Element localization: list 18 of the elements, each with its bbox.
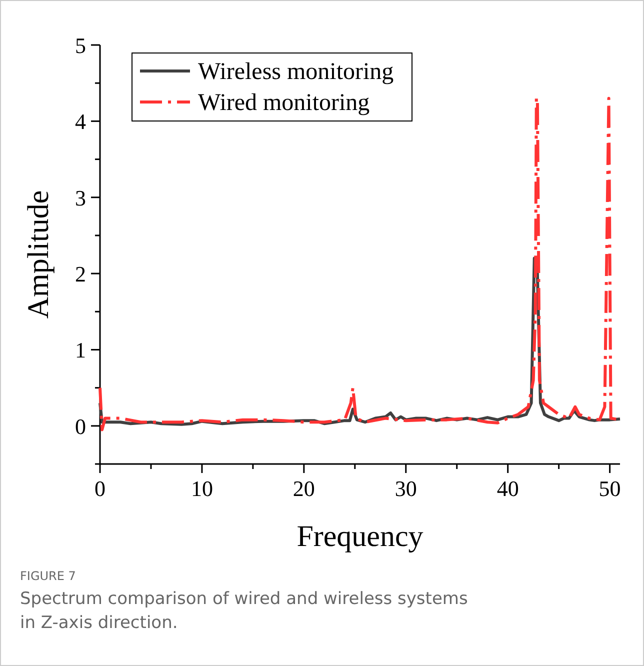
x-tick-label: 0 (94, 476, 106, 501)
x-tick-label: 10 (190, 476, 213, 501)
y-tick-label: 1 (75, 338, 86, 363)
legend-label: Wireless monitoring (198, 59, 394, 85)
x-axis-title: Frequency (296, 520, 424, 553)
y-tick-label: 4 (75, 109, 86, 134)
x-tick-label: 20 (292, 476, 315, 501)
y-tick-label: 2 (75, 262, 86, 287)
x-tick-label: 40 (496, 476, 519, 501)
y-tick-label: 3 (75, 185, 86, 210)
x-tick-label: 50 (598, 476, 621, 501)
y-tick-label: 0 (75, 414, 86, 439)
y-axis-title: Amplitude (22, 190, 55, 319)
x-tick-label: 30 (394, 476, 417, 501)
text: Spectrum comparison of wired and wireless systems in Z-axis direction. (20, 589, 468, 633)
y-tick-label: 5 (75, 33, 86, 58)
legend-label: Wired monitoring (198, 90, 370, 116)
caption: FIGURE 7 (20, 569, 76, 583)
